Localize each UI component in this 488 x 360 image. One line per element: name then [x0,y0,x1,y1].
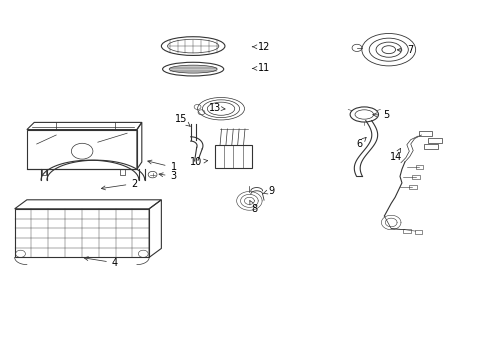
Bar [427,138,441,143]
Text: 2: 2 [101,179,137,190]
Bar [424,144,437,149]
Text: 13: 13 [208,103,224,113]
Bar [15,209,149,257]
Text: 4: 4 [84,257,118,268]
Bar [411,175,419,179]
Text: 6: 6 [356,138,366,149]
Text: 8: 8 [249,201,257,214]
Text: 9: 9 [263,186,274,196]
Text: 5: 5 [372,110,388,120]
Bar [418,131,431,136]
Text: 3: 3 [159,171,176,181]
Ellipse shape [169,65,217,73]
Bar [408,185,416,189]
Text: 7: 7 [396,45,413,55]
Text: 10: 10 [189,157,207,167]
Bar [414,230,422,234]
Text: 12: 12 [252,42,270,52]
Bar [215,145,251,168]
Text: 11: 11 [252,63,270,73]
Text: 1: 1 [147,160,176,172]
Bar [415,165,423,169]
Text: 15: 15 [174,114,190,126]
Bar [403,229,410,233]
Text: 14: 14 [389,148,402,162]
